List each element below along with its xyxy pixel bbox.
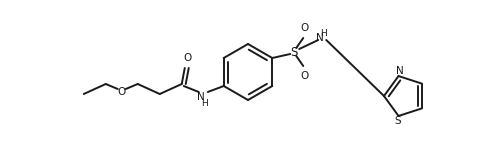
Text: H: H bbox=[320, 30, 326, 38]
Text: O: O bbox=[300, 23, 308, 33]
Text: H: H bbox=[202, 100, 208, 108]
Text: N: N bbox=[396, 66, 404, 76]
Text: O: O bbox=[183, 53, 192, 63]
Text: O: O bbox=[118, 87, 126, 97]
Text: O: O bbox=[300, 71, 308, 81]
Text: N: N bbox=[197, 92, 204, 102]
Text: N: N bbox=[316, 33, 324, 43]
Text: S: S bbox=[290, 46, 298, 58]
Text: S: S bbox=[394, 116, 401, 126]
